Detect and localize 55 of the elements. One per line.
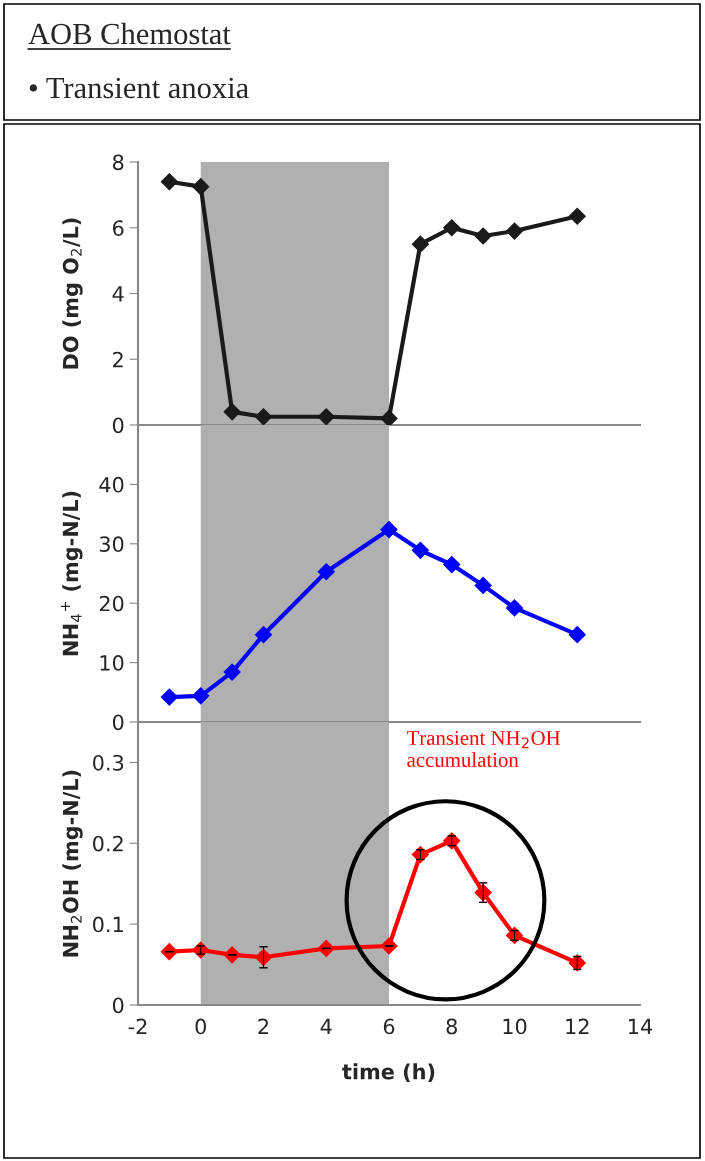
point xyxy=(474,576,492,594)
y-tick-label: 4 xyxy=(112,286,124,302)
y-tick-label: 0.2 xyxy=(93,835,123,852)
point xyxy=(380,520,398,539)
y-tick-label: 6 xyxy=(113,220,124,236)
point xyxy=(317,408,335,425)
x-tick-label: 8 xyxy=(446,1018,457,1035)
point xyxy=(411,541,429,559)
point xyxy=(443,556,461,574)
point xyxy=(223,403,241,421)
x-tick-label: 12 xyxy=(566,1018,589,1035)
y-tick-label: 0.3 xyxy=(93,754,124,771)
x-tick-label: 10 xyxy=(503,1018,527,1035)
point xyxy=(160,688,178,706)
y-tick-label: 0 xyxy=(112,417,124,434)
y-axis-title: NH$_{4}$$^{+}$ (mg-N/L) xyxy=(60,491,83,656)
x-axis-title: time (h) xyxy=(342,1063,435,1082)
y-axis-title: NH$_{2}$OH (mg-N/L) xyxy=(62,770,83,957)
x-tick-label: 6 xyxy=(383,1018,395,1035)
x-tick-label: 4 xyxy=(320,1018,332,1035)
point xyxy=(160,173,178,191)
x-tick-label: 14 xyxy=(629,1018,653,1035)
point xyxy=(568,626,586,644)
x-tick-label: -2 xyxy=(128,1018,147,1035)
y-tick-label: 0 xyxy=(112,714,124,731)
point xyxy=(380,409,398,425)
y-tick-label: 30 xyxy=(99,536,124,553)
x-tick-label: 2 xyxy=(258,1018,269,1035)
point xyxy=(254,626,273,644)
chart-subtitle: • Transient anoxia xyxy=(29,77,249,99)
chart-title: AOB Chemostat xyxy=(28,22,231,45)
point xyxy=(317,939,335,957)
y-tick-label: 0 xyxy=(112,997,124,1014)
point xyxy=(443,219,461,237)
y-axis-title: DO (mg O$_{2}$/L) xyxy=(62,218,83,369)
point xyxy=(505,599,524,617)
y-tick-label: 10 xyxy=(100,655,124,671)
y-tick-label: 20 xyxy=(99,595,124,612)
point xyxy=(223,946,241,964)
annotation: Transient NH$_{2}$OH accumulation xyxy=(406,730,561,767)
point xyxy=(192,178,210,196)
y-tick-label: 0.1 xyxy=(93,916,123,933)
point xyxy=(223,663,241,681)
y-tick-label: 2 xyxy=(113,351,123,368)
point xyxy=(474,227,492,245)
point xyxy=(411,235,429,253)
y-tick-label: 40 xyxy=(99,476,124,493)
point xyxy=(505,222,524,240)
point xyxy=(568,207,586,225)
point xyxy=(317,563,335,581)
point xyxy=(160,943,178,961)
point xyxy=(254,408,273,425)
point xyxy=(192,687,210,705)
x-tick-label: 0 xyxy=(195,1018,206,1035)
y-tick-label: 8 xyxy=(112,154,124,171)
